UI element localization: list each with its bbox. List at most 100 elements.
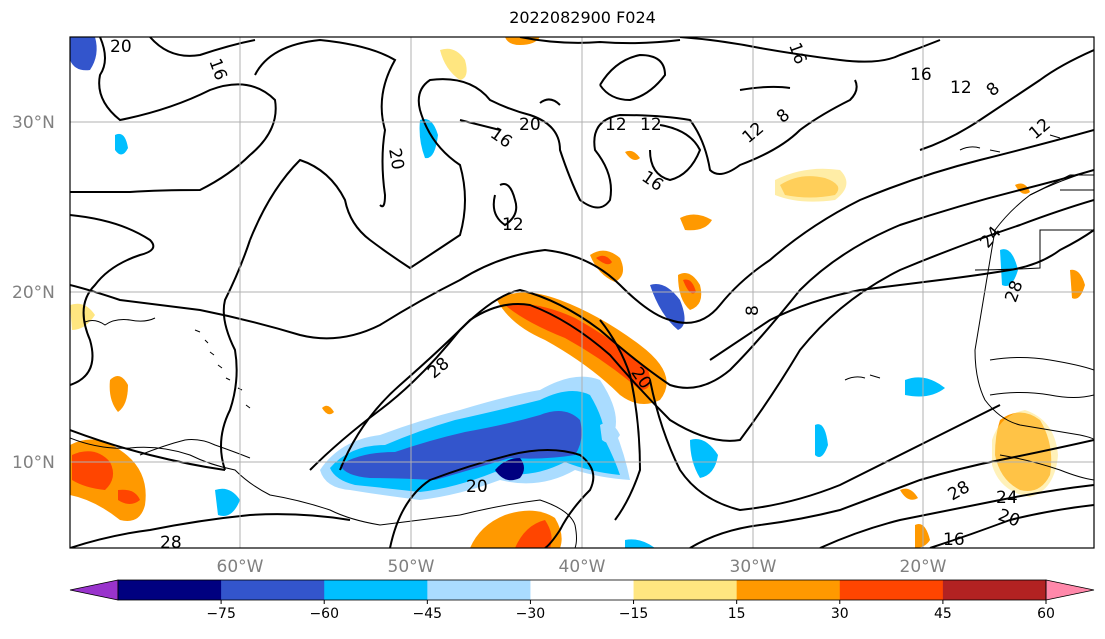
shade-red-west (72, 451, 114, 490)
colorbar-swatch (530, 580, 635, 600)
contour-line (739, 85, 791, 91)
shade-blue-spot7 (815, 424, 828, 458)
contour-line (459, 119, 501, 131)
lon-label-40w: 40°W (559, 557, 606, 577)
contour-label: 20 (384, 147, 407, 172)
shade-red-south (515, 520, 552, 548)
contour-line (70, 513, 351, 548)
lon-label-30w: 30°W (730, 557, 777, 577)
colorbar-swatch (221, 580, 325, 600)
shade-orange-spot10 (322, 405, 334, 415)
contour-line (309, 169, 1094, 471)
contour-label: 20 (519, 115, 541, 135)
contour-line (339, 199, 1094, 471)
lon-label-20w: 20°W (900, 557, 947, 577)
colorbar-frame (117, 579, 1047, 601)
shade-navy-core (495, 458, 524, 481)
colorbar-swatch (736, 580, 841, 600)
shade-red-band (505, 303, 651, 390)
shade-red-west2 (118, 489, 140, 504)
coastline (194, 329, 251, 409)
contour-label: 12 (950, 78, 972, 98)
shade-blue-spot4 (690, 439, 718, 478)
colorbar-extend-high (1045, 579, 1095, 601)
contour-line (249, 78, 858, 270)
colorbar-swatch (839, 580, 944, 600)
shade-blue-spot6 (1000, 249, 1018, 286)
coastline (1029, 174, 1094, 196)
coastline (989, 357, 1094, 371)
contour-label: 12 (640, 115, 662, 135)
coastline (844, 374, 881, 381)
contour-line (679, 37, 941, 63)
coastline (84, 317, 156, 326)
contour-line (539, 98, 561, 106)
colorbar-tick-label: −45 (413, 606, 443, 622)
colorbar-tick-label: 30 (831, 606, 849, 622)
contour-lines (70, 37, 1094, 548)
colorbar-swatch (118, 580, 222, 600)
shade-blue-spot9 (625, 539, 655, 548)
contour-line (70, 429, 226, 471)
contour-label: 16 (910, 65, 932, 85)
colorbar-tick-label: 15 (728, 606, 746, 622)
colorbar: −75−60−45−30−151530456075 (69, 579, 1095, 622)
shade-orange-spot3 (680, 214, 712, 231)
coastline (959, 134, 1061, 153)
shade-blue-dark (340, 411, 582, 480)
contour-line (929, 504, 1094, 548)
contour-label: 24 (996, 488, 1018, 508)
coastlines (70, 134, 1094, 548)
shade-orange-spot5 (109, 376, 128, 412)
longitude-labels: 60°W 50°W 40°W 30°W 20°W (217, 557, 947, 577)
colorbar-swatch (633, 580, 738, 600)
lat-label-30n: 30°N (12, 113, 55, 133)
contour-line (919, 49, 1094, 151)
shade-yellow-nw (440, 48, 467, 80)
colorbar-tick-label: −15 (619, 606, 649, 622)
colorbar-tick-label: −75 (206, 606, 236, 622)
shade-yellow-ne (775, 168, 847, 202)
lat-label-20n: 20°N (12, 283, 55, 303)
map-frame (69, 36, 1095, 549)
colorbar-extend-low (69, 579, 119, 601)
contour-line (254, 38, 397, 208)
coastline (459, 499, 577, 548)
contour-label: 20 (110, 37, 132, 57)
contour-line (689, 439, 1094, 548)
shade-orange-spot4 (625, 150, 640, 160)
contour-label: 20 (466, 477, 488, 497)
shade-blue-spot1 (419, 119, 438, 159)
shade-blue-spot8 (215, 488, 240, 516)
map-title: 2022082900 F024 (509, 8, 656, 27)
coastline (139, 439, 251, 459)
gridlines (70, 37, 1094, 548)
contour-label: 8 (743, 305, 763, 316)
contour-line (649, 124, 702, 182)
lat-label-10n: 10°N (12, 453, 55, 473)
contour-line (70, 129, 1094, 340)
shade-red-spot2 (683, 279, 696, 294)
contour-line (492, 183, 518, 227)
shade-blue-spot3 (650, 284, 685, 330)
shaded-fields (70, 37, 1085, 548)
coastline (989, 392, 1094, 398)
contour-label: 12 (605, 115, 627, 135)
colorbar-tick-label: −60 (309, 606, 339, 622)
lon-label-60w: 60°W (217, 557, 264, 577)
colorbar-tick-label: −30 (516, 606, 546, 622)
shade-yellow-spot6 (70, 303, 95, 330)
contour-line (70, 214, 155, 386)
coastline (974, 169, 1094, 441)
colorbar-swatch (942, 580, 1047, 600)
colorbar-tick-label: 60 (1037, 606, 1055, 622)
colorbar-tick-label: 45 (934, 606, 952, 622)
shade-orange-spot8 (900, 488, 918, 500)
contour-label: 16 (943, 530, 965, 550)
coastline (999, 454, 1094, 481)
contour-line (599, 53, 667, 102)
shade-red-spot1 (596, 255, 612, 265)
coastline (70, 437, 461, 526)
shade-blue-nw (70, 37, 97, 71)
